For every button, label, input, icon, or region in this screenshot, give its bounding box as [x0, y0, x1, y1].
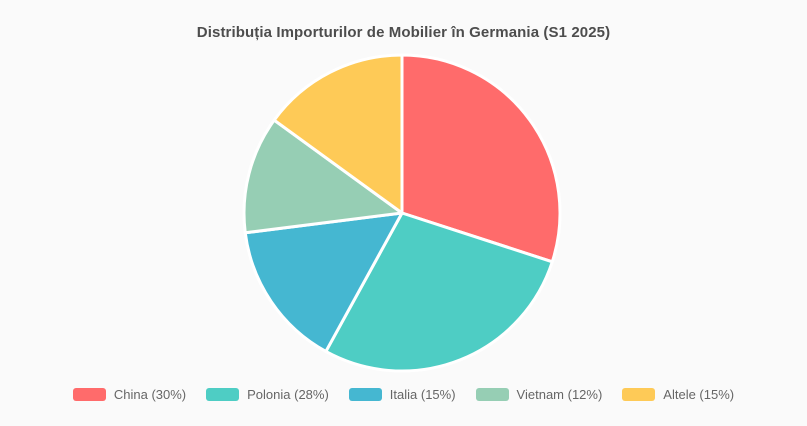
legend-label-vietnam: Vietnam (12%): [516, 387, 603, 402]
legend-item-altele[interactable]: Altele (15%): [622, 387, 734, 402]
legend-label-polonia: Polonia (28%): [247, 387, 329, 402]
legend-label-altele: Altele (15%): [663, 387, 735, 402]
pie-slice-vietnam[interactable]: [242, 118, 404, 235]
pie-slice-italia[interactable]: [243, 211, 404, 353]
legend-swatch-polonia: [206, 388, 240, 401]
legend-swatch-china: [72, 388, 106, 401]
legend-item-polonia[interactable]: Polonia (28%): [206, 387, 329, 402]
pie-slice-china[interactable]: [400, 53, 562, 264]
legend-label-italia: Italia (15%): [389, 387, 456, 402]
legend-swatch-altele: [622, 388, 656, 401]
legend-item-china[interactable]: China (30%): [72, 387, 187, 402]
legend-item-italia[interactable]: Italia (15%): [348, 387, 456, 402]
legend-label-china: China (30%): [113, 387, 187, 402]
chart-title: Distribuția Importurilor de Mobilier în …: [196, 24, 611, 41]
pie-slice-polonia[interactable]: [324, 211, 554, 373]
chart-legend: China (30%) Polonia (28%) Italia (15%) Viet…: [0, 387, 807, 402]
legend-item-vietnam[interactable]: Vietnam (12%): [475, 387, 603, 402]
legend-swatch-vietnam: [475, 388, 509, 401]
legend-swatch-italia: [348, 388, 382, 401]
pie-slice-altele[interactable]: [272, 53, 404, 215]
